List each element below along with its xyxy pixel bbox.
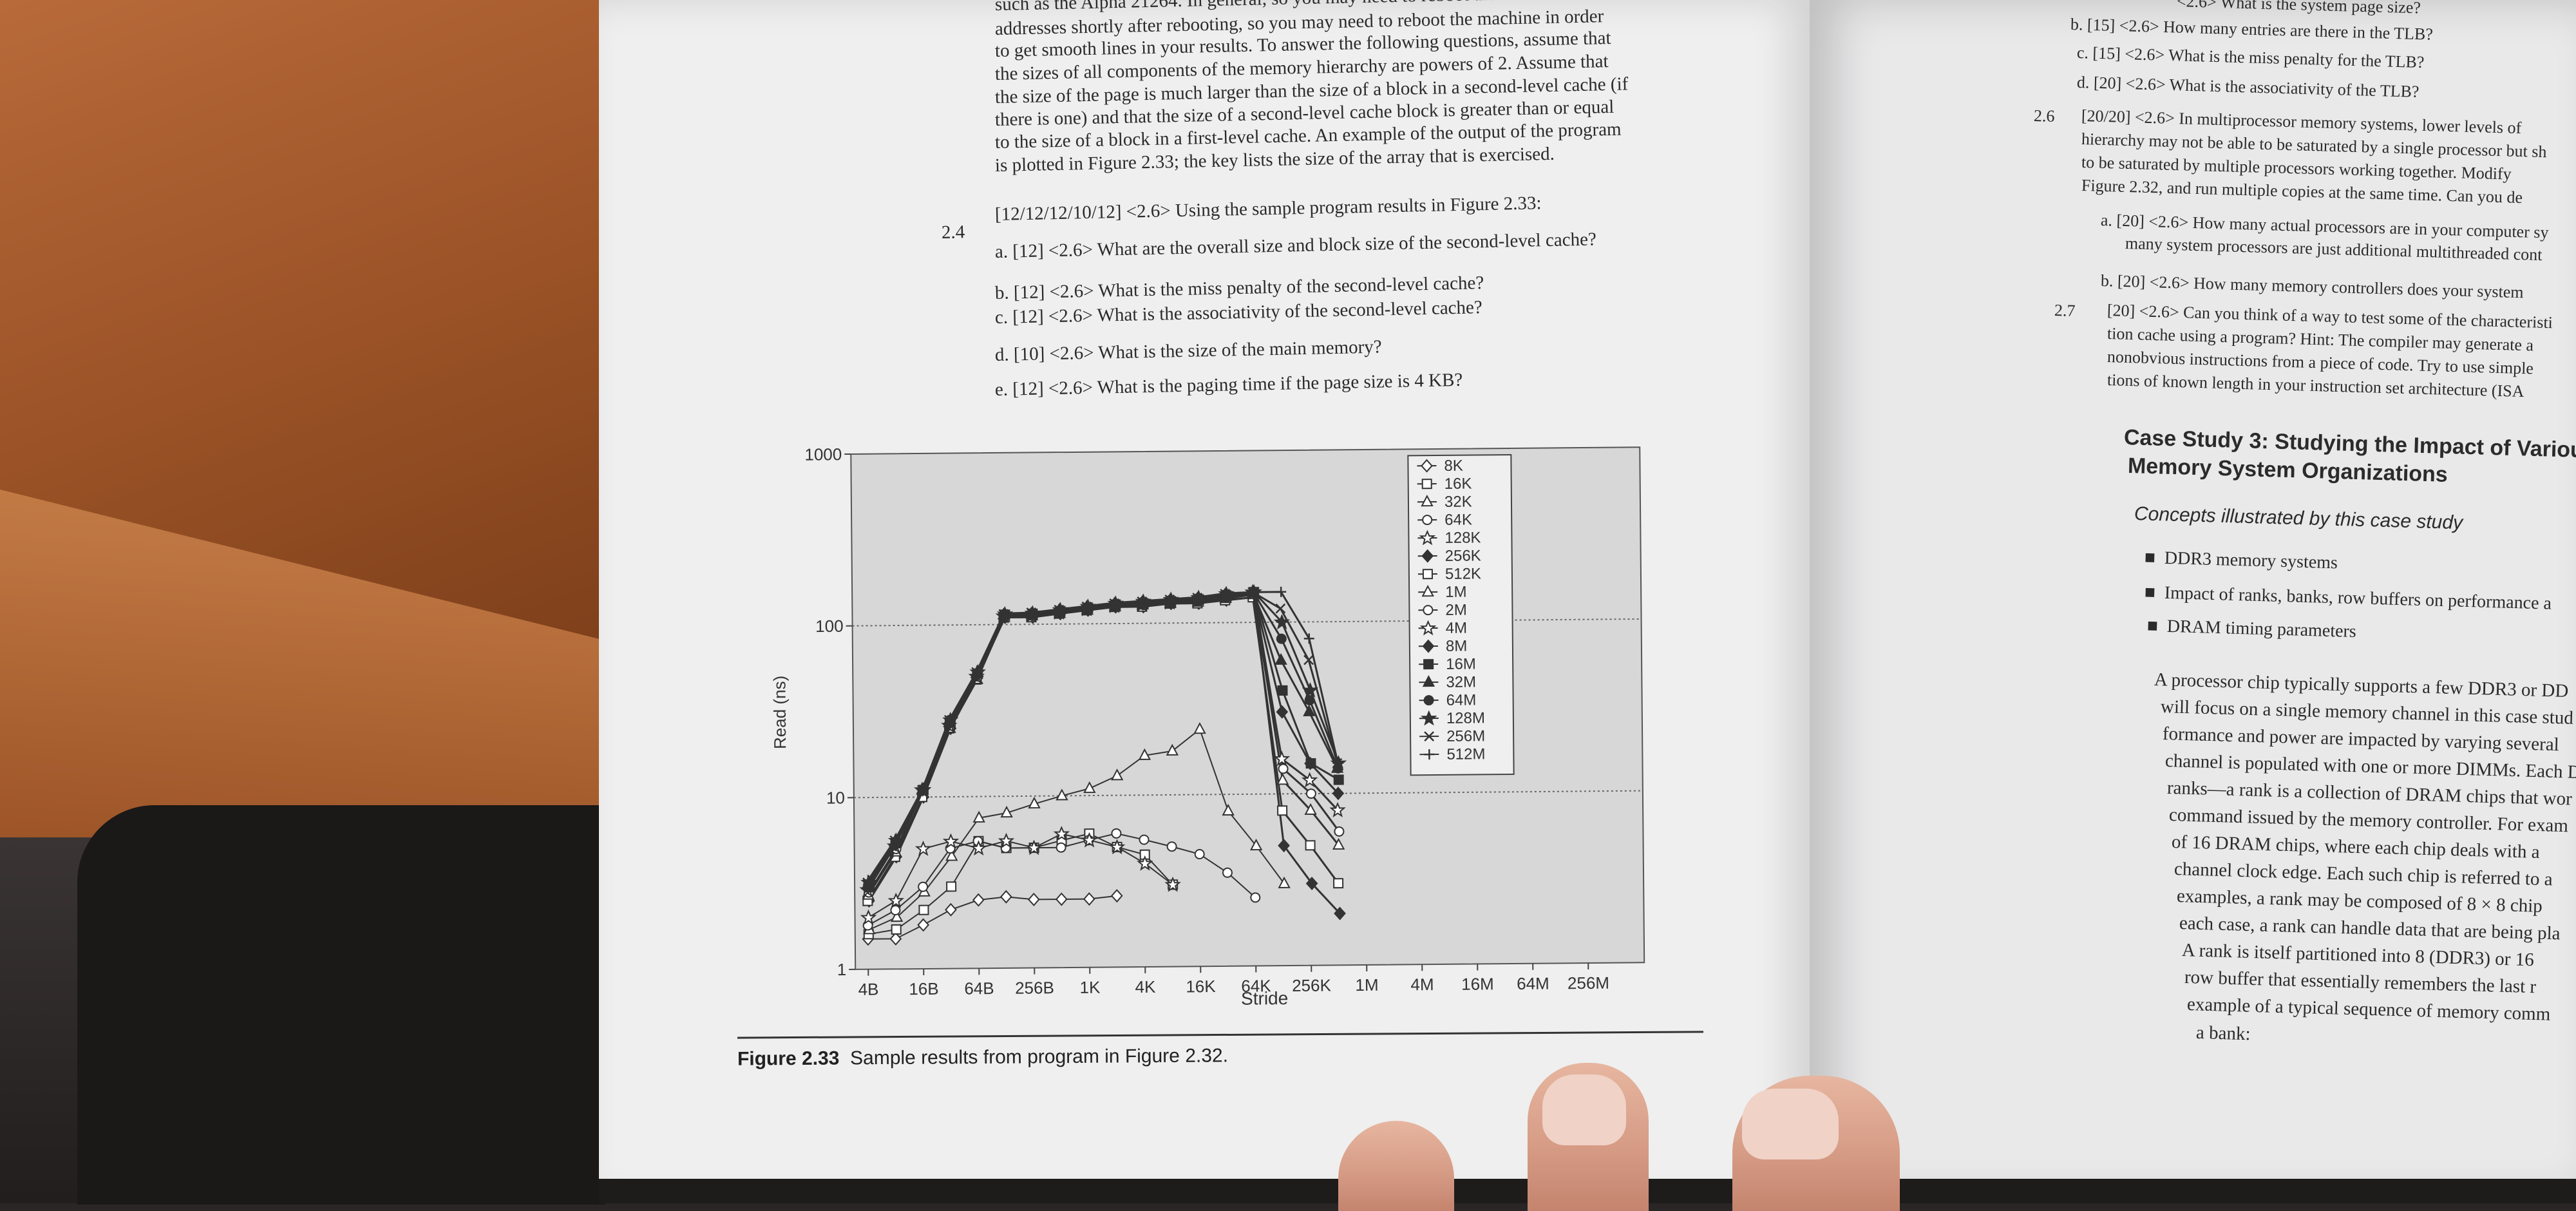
x-axis-label: Stride bbox=[1241, 988, 1288, 1009]
data-point bbox=[1423, 569, 1432, 578]
chair bbox=[77, 805, 605, 1205]
body-line: a bank: bbox=[2196, 1023, 2251, 1044]
x-tick-label: 4M bbox=[1410, 975, 1434, 994]
stride-read-chart: 1 10 100 1000 4B 16B 64B 256B 1K 4K 16K 64K 256K 1M 4… bbox=[757, 434, 1677, 1022]
caption-text: Sample results from program in Figure 2.… bbox=[850, 1045, 1228, 1069]
x-tick-label: 16K bbox=[1186, 977, 1216, 996]
data-point bbox=[947, 882, 956, 891]
data-point bbox=[1424, 660, 1433, 669]
data-point bbox=[1168, 842, 1177, 851]
x-tick-label: 16M bbox=[1461, 974, 1494, 993]
legend-label: 16K bbox=[1444, 475, 1472, 493]
legend-label: 4M bbox=[1446, 620, 1468, 637]
fingernail bbox=[1742, 1089, 1839, 1159]
data-point bbox=[1278, 686, 1287, 695]
x-tick-label: 64M bbox=[1517, 974, 1549, 993]
x-tick-label: 1M bbox=[1355, 975, 1378, 995]
data-point bbox=[1277, 634, 1286, 644]
legend-label: 512K bbox=[1445, 565, 1481, 582]
y-axis-label: Read (ns) bbox=[770, 676, 790, 749]
data-point bbox=[1251, 893, 1260, 902]
y-tick-label: 1000 bbox=[804, 444, 842, 464]
exercise-number: 2.7 bbox=[2054, 300, 2076, 321]
legend-label: 64M bbox=[1446, 691, 1477, 709]
x-tick-label: 256K bbox=[1292, 975, 1332, 995]
legend-label: 256K bbox=[1445, 547, 1481, 564]
y-tick-label: 1 bbox=[837, 960, 847, 979]
data-point bbox=[1306, 841, 1315, 850]
data-point bbox=[1195, 850, 1204, 859]
exercise-number: 2.4 bbox=[942, 222, 965, 243]
data-point bbox=[1334, 879, 1343, 888]
x-tick-label: 4K bbox=[1135, 977, 1156, 996]
legend-label: 128M bbox=[1446, 709, 1485, 727]
legend-label: 32K bbox=[1444, 493, 1472, 511]
data-point bbox=[1423, 479, 1432, 488]
data-point bbox=[1423, 606, 1432, 615]
y-axis: 1 10 100 1000 bbox=[804, 444, 855, 980]
legend-label: 2M bbox=[1445, 602, 1467, 619]
data-point bbox=[1278, 806, 1287, 815]
x-tick-label: 16B bbox=[909, 979, 939, 998]
data-point bbox=[1139, 835, 1148, 844]
data-point bbox=[1306, 759, 1315, 768]
data-point bbox=[892, 925, 901, 934]
legend-label: 32M bbox=[1446, 673, 1476, 691]
x-tick-label: 256B bbox=[1015, 978, 1054, 998]
legend-label: 128K bbox=[1444, 529, 1481, 546]
fingernail bbox=[1542, 1074, 1626, 1145]
x-tick-label: 64B bbox=[964, 978, 994, 998]
x-tick-label: 4B bbox=[858, 980, 878, 999]
data-point bbox=[1223, 868, 1232, 877]
data-point bbox=[1334, 776, 1343, 785]
legend-label: 1M bbox=[1445, 584, 1467, 601]
figure-caption: Figure 2.33 Sample results from program … bbox=[737, 1045, 1228, 1070]
caption-label: Figure 2.33 bbox=[737, 1048, 840, 1070]
y-tick-label: 10 bbox=[826, 788, 845, 807]
data-point bbox=[1425, 696, 1434, 705]
exercise-number: 2.6 bbox=[2034, 106, 2055, 126]
data-point bbox=[1334, 827, 1343, 836]
data-point bbox=[1112, 829, 1121, 838]
legend-label: 256M bbox=[1446, 727, 1485, 745]
legend-label: 16M bbox=[1446, 655, 1476, 672]
legend-label: 8M bbox=[1446, 638, 1468, 655]
y-tick-label: 100 bbox=[815, 616, 844, 636]
data-point bbox=[918, 882, 927, 892]
data-point bbox=[1057, 843, 1066, 852]
legend-label: 64K bbox=[1444, 511, 1472, 529]
legend-label: 8K bbox=[1444, 457, 1463, 475]
x-tick-label: 256M bbox=[1567, 973, 1609, 993]
legend-label: 512M bbox=[1446, 745, 1485, 763]
x-tick-label: 1K bbox=[1079, 978, 1101, 997]
data-point bbox=[1307, 789, 1316, 798]
data-point bbox=[1423, 515, 1432, 524]
data-point bbox=[919, 906, 928, 915]
